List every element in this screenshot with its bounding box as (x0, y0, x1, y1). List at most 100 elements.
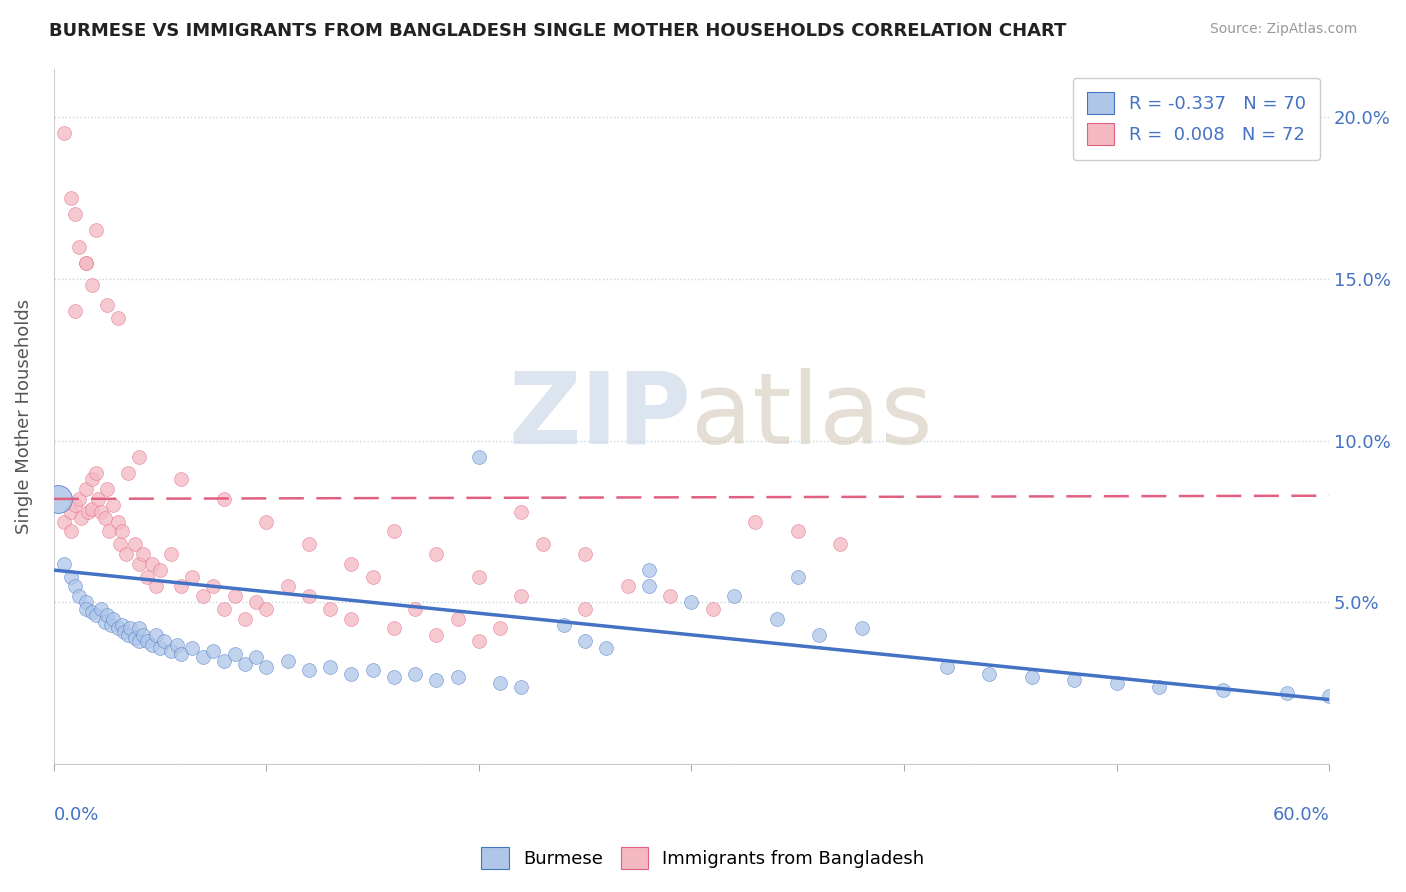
Point (224, 647, 246, 661)
Point (744, 515, 766, 529)
Point (254, 660, 277, 674)
Point (170, 473, 193, 487)
Point (108, 537, 131, 551)
Point (638, 563, 661, 577)
Point (1147, 680, 1170, 694)
Point (111, 618, 134, 632)
Point (107, 310, 129, 325)
Legend: Burmese, Immigrants from Bangladesh: Burmese, Immigrants from Bangladesh (472, 838, 934, 879)
Point (935, 660, 957, 674)
Point (361, 569, 384, 583)
Point (382, 524, 405, 539)
Point (1021, 670, 1043, 684)
Point (425, 673, 447, 687)
Point (80, 501, 103, 516)
Point (404, 602, 426, 616)
Point (340, 557, 363, 571)
Point (425, 628, 447, 642)
Point (233, 657, 256, 671)
Point (53, 557, 76, 571)
Point (382, 670, 405, 684)
Point (70, 511, 93, 525)
Point (489, 621, 512, 635)
Point (63, 207, 86, 221)
Point (202, 579, 225, 593)
Legend: R = -0.337   N = 70, R =  0.008   N = 72: R = -0.337 N = 70, R = 0.008 N = 72 (1073, 78, 1320, 160)
Point (277, 579, 299, 593)
Point (170, 647, 193, 661)
Point (212, 654, 235, 668)
Point (1063, 673, 1085, 687)
Point (149, 563, 172, 577)
Point (574, 602, 596, 616)
Point (233, 612, 256, 626)
Point (830, 537, 852, 551)
Point (340, 612, 363, 626)
Point (132, 547, 155, 561)
Point (638, 579, 661, 593)
Point (98, 524, 121, 539)
Point (86, 466, 108, 480)
Point (202, 644, 225, 658)
Point (659, 589, 682, 603)
Text: atlas: atlas (692, 368, 934, 465)
Point (86, 608, 108, 623)
Point (1275, 686, 1298, 700)
Point (107, 515, 129, 529)
Point (245, 650, 267, 665)
Point (382, 621, 405, 635)
Point (447, 670, 470, 684)
Point (191, 650, 214, 665)
Point (468, 569, 491, 583)
Point (117, 466, 139, 480)
Point (425, 547, 447, 561)
Point (786, 569, 808, 583)
Point (63, 304, 86, 318)
Point (595, 640, 617, 655)
Point (112, 624, 135, 639)
Point (298, 537, 321, 551)
Point (447, 612, 470, 626)
Point (128, 621, 150, 635)
Point (254, 602, 277, 616)
Point (75, 255, 97, 269)
Point (404, 666, 426, 681)
Point (723, 589, 745, 603)
Point (681, 595, 703, 609)
Point (136, 569, 159, 583)
Point (136, 634, 159, 648)
Point (67, 589, 90, 603)
Point (90, 602, 112, 616)
Point (851, 621, 873, 635)
Point (132, 628, 155, 642)
Point (75, 482, 97, 496)
Point (1105, 676, 1128, 690)
Point (53, 126, 76, 140)
Point (340, 666, 363, 681)
Point (181, 569, 204, 583)
Point (111, 524, 134, 539)
Point (107, 621, 129, 635)
Point (159, 547, 181, 561)
Point (67, 239, 90, 253)
Point (115, 547, 138, 561)
Point (510, 505, 533, 519)
Point (59, 569, 82, 583)
Y-axis label: Single Mother Households: Single Mother Households (15, 299, 32, 534)
Point (553, 618, 575, 632)
Point (96, 298, 118, 312)
Point (94, 511, 117, 525)
Point (67, 491, 90, 506)
Point (63, 579, 86, 593)
Point (59, 524, 82, 539)
Point (212, 602, 235, 616)
Point (298, 589, 321, 603)
Point (90, 505, 112, 519)
Point (141, 638, 163, 652)
Point (75, 255, 97, 269)
Point (103, 612, 125, 626)
Point (128, 557, 150, 571)
Point (86, 223, 108, 237)
Point (75, 602, 97, 616)
Point (63, 499, 86, 513)
